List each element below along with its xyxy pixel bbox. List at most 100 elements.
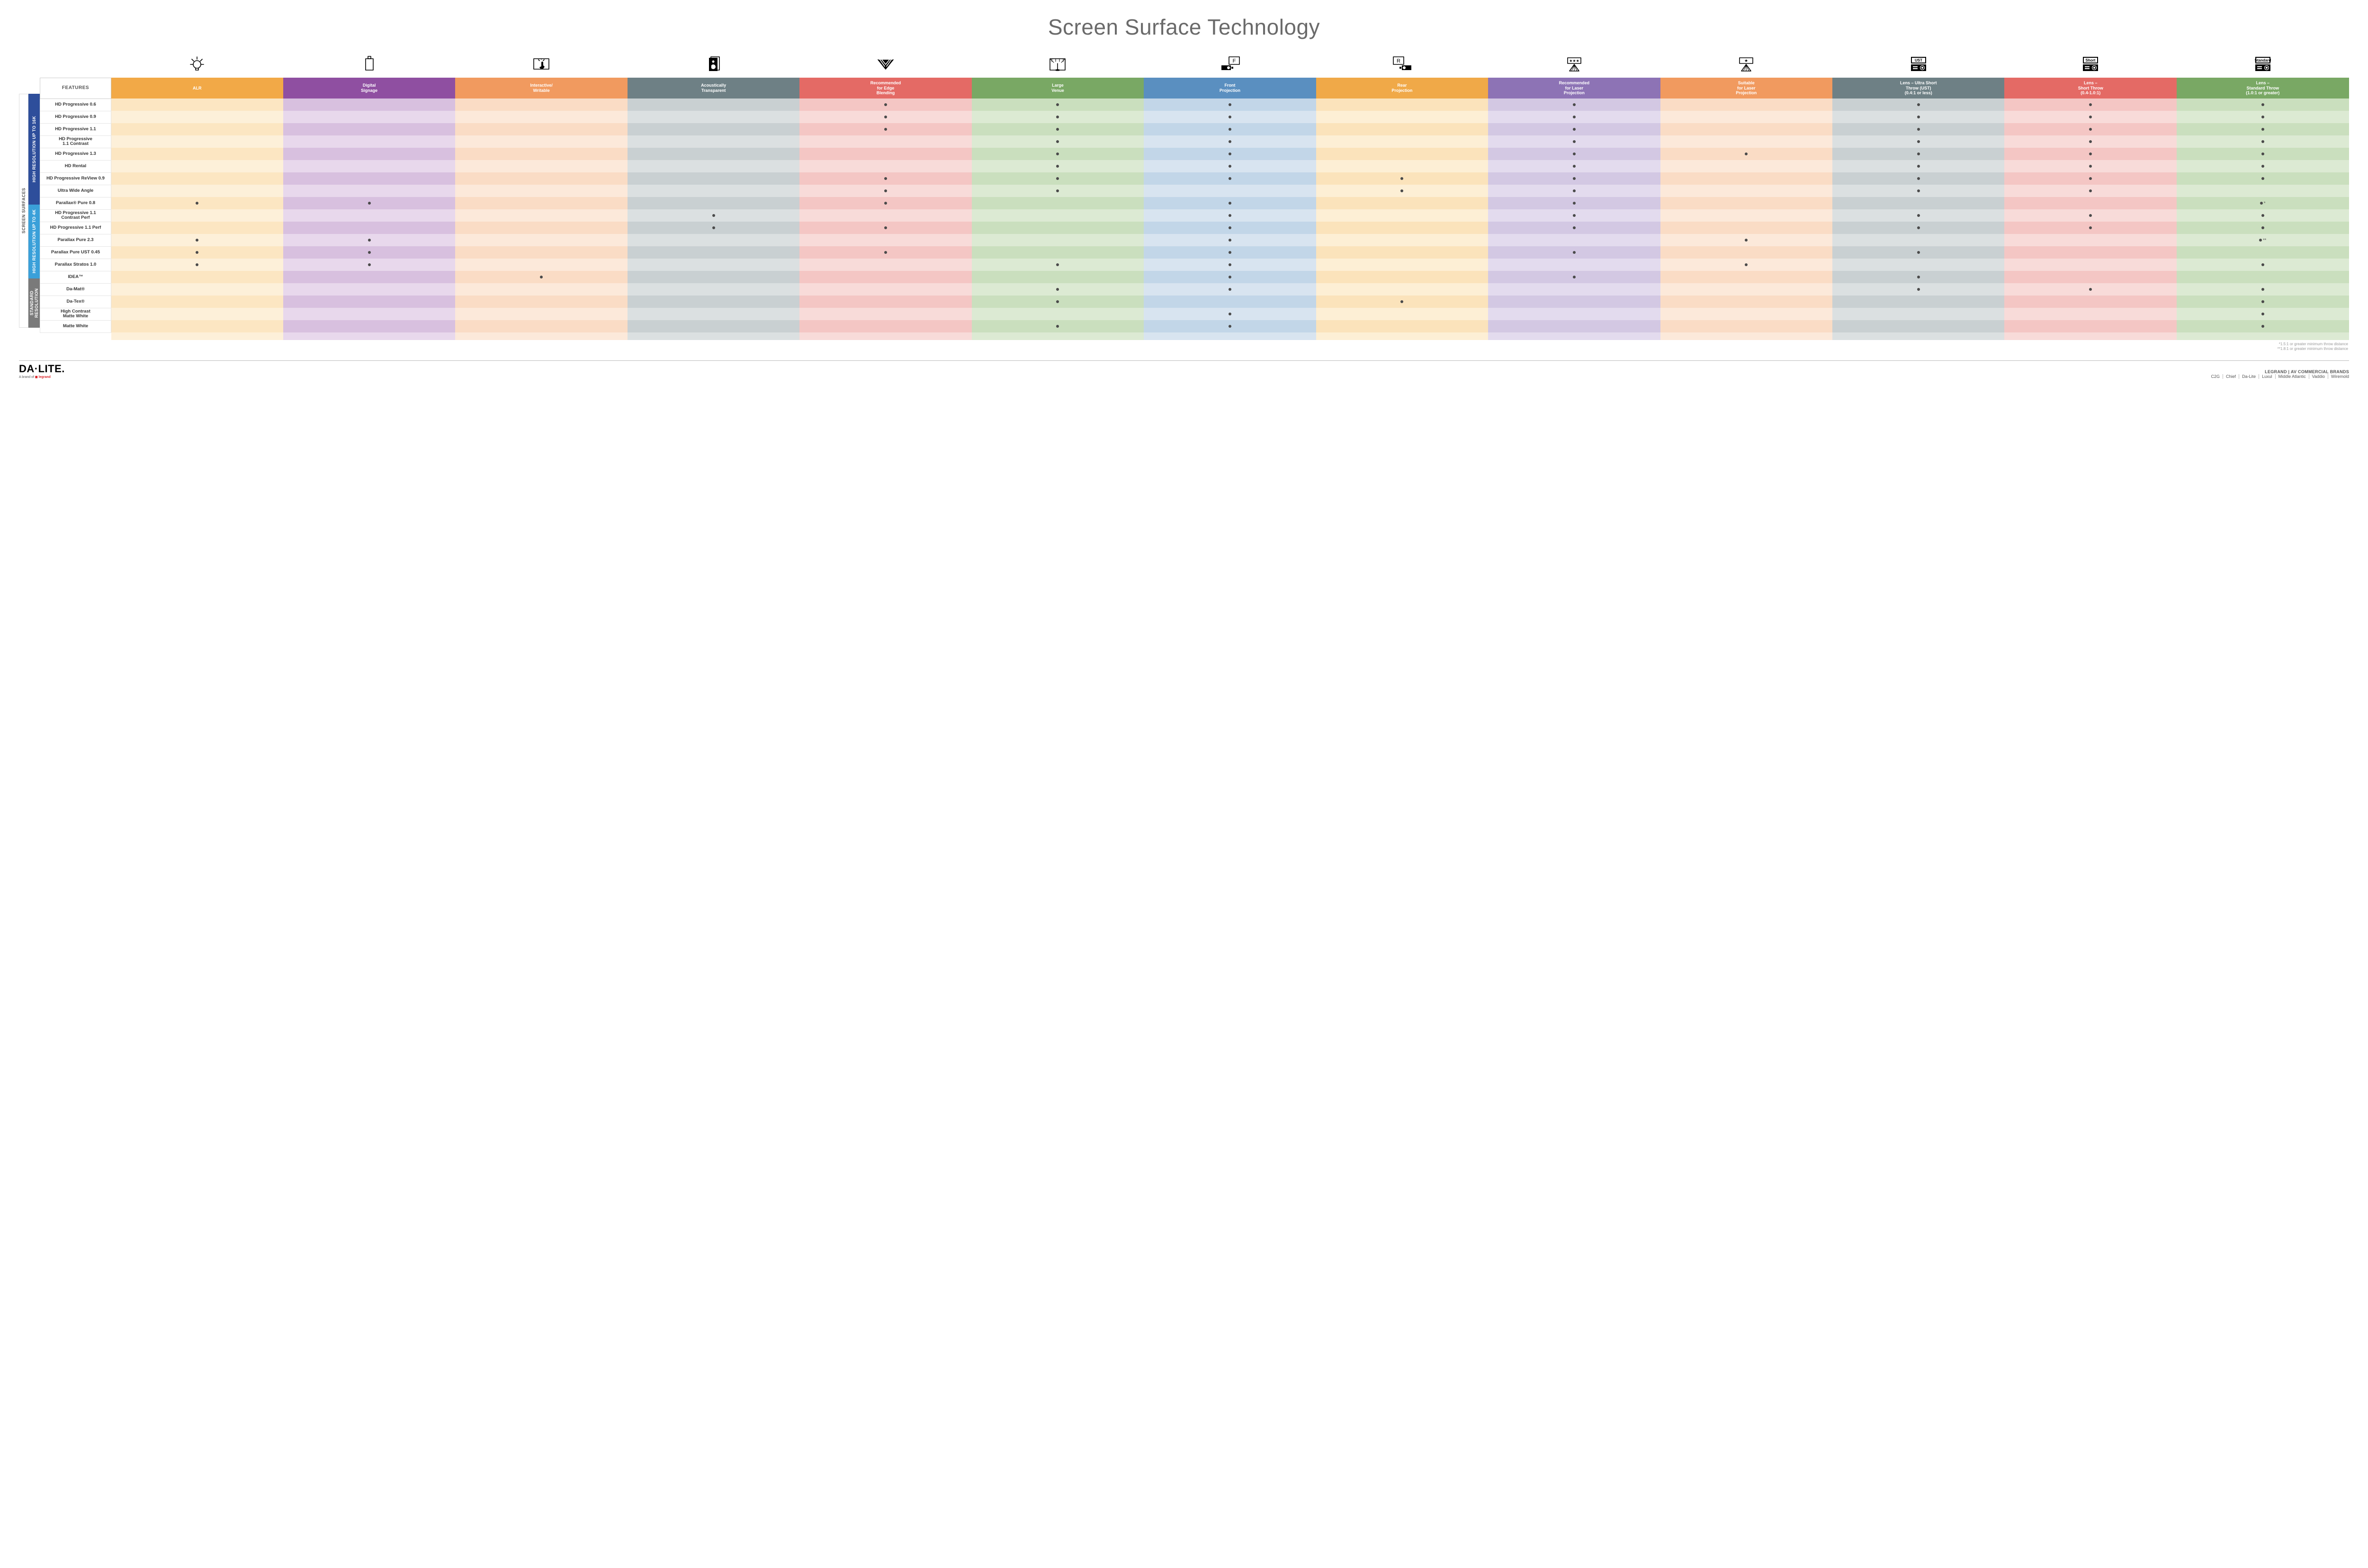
row-group-label: STANDARD RESOLUTION: [28, 278, 40, 328]
cell: [799, 283, 971, 296]
cell: [455, 320, 627, 332]
cell: [972, 99, 1144, 111]
cell: [1488, 209, 1660, 222]
rear-icon: R: [1316, 51, 1488, 78]
cell: [455, 271, 627, 283]
cell: [799, 271, 971, 283]
cell: [283, 197, 455, 209]
cell: [2004, 111, 2176, 123]
cell: [111, 197, 283, 209]
cell: [1488, 320, 1660, 332]
cell: [455, 135, 627, 148]
cell: [1316, 234, 1488, 246]
cell: [628, 259, 799, 271]
cell: [1144, 222, 1316, 234]
cell: [283, 296, 455, 308]
cell: [628, 234, 799, 246]
cell: [1832, 185, 2004, 197]
cell: [1316, 99, 1488, 111]
col-header-venue: LargeVenue: [972, 78, 1144, 99]
features-header: FEATURES: [40, 78, 111, 99]
cell: [1660, 172, 1832, 185]
row-group-label: HIGH RESOLUTION UP TO 16K: [28, 94, 40, 205]
col-header-rear: RearProjection: [1316, 78, 1488, 99]
cell: [2004, 172, 2176, 185]
cell: [628, 320, 799, 332]
cell: [283, 222, 455, 234]
row-label: HD Progressive1.1 Contrast: [40, 135, 111, 148]
cell: [283, 99, 455, 111]
cell: [1144, 197, 1316, 209]
table-row: Da-Mat®: [40, 283, 2349, 296]
cell: [1488, 246, 1660, 259]
cell: [799, 246, 971, 259]
cell: [1832, 197, 2004, 209]
row-group-label: HIGH RESOLUTION UP TO 4K: [28, 205, 40, 278]
cell: [283, 320, 455, 332]
cell: [283, 259, 455, 271]
cell: [111, 148, 283, 160]
cell: [455, 209, 627, 222]
cell: [2004, 209, 2176, 222]
cell: [2177, 296, 2349, 308]
cell: [1832, 99, 2004, 111]
alr-icon: [111, 51, 283, 78]
table-row: Matte White: [40, 320, 2349, 332]
svg-text:Standard: Standard: [2254, 58, 2271, 63]
cell: [1144, 308, 1316, 320]
cell: [2177, 222, 2349, 234]
cell: [455, 197, 627, 209]
cell: [1488, 234, 1660, 246]
brand-logo: DA·LITE. A brand of ◼ legrand: [19, 363, 65, 379]
row-label: IDEA™: [40, 271, 111, 283]
cell: [283, 148, 455, 160]
cell: [1488, 111, 1660, 123]
cell: [455, 283, 627, 296]
cell: [1488, 99, 1660, 111]
cell: [1488, 283, 1660, 296]
cell: [1832, 135, 2004, 148]
col-header-alr: ALR: [111, 78, 283, 99]
cell: [111, 135, 283, 148]
cell: [1660, 283, 1832, 296]
cell: [1660, 259, 1832, 271]
cell: [455, 99, 627, 111]
table-row: HD Progressive ReView 0.9: [40, 172, 2349, 185]
cell: [111, 209, 283, 222]
cell: [972, 111, 1144, 123]
cell: [1316, 259, 1488, 271]
table-row: Parallax Pure 2.3**: [40, 234, 2349, 246]
table-row: HD Progressive 1.1 Perf: [40, 222, 2349, 234]
cell: [799, 259, 971, 271]
cell: [1660, 271, 1832, 283]
cell: [1832, 320, 2004, 332]
cell: [628, 135, 799, 148]
cell: [1316, 111, 1488, 123]
cell: [111, 234, 283, 246]
cell: [1488, 271, 1660, 283]
cell: [1316, 222, 1488, 234]
cell: [1488, 259, 1660, 271]
row-label: HD Progressive 0.9: [40, 111, 111, 123]
cell: [1832, 123, 2004, 135]
cell: [972, 209, 1144, 222]
footer-brands: LEGRAND | AV COMMERCIAL BRANDS C2GChiefD…: [2208, 369, 2349, 379]
cell: [1832, 296, 2004, 308]
table-row: Parallax® Pure 0.8 *: [40, 197, 2349, 209]
cell: [1316, 172, 1488, 185]
cell: [2004, 296, 2176, 308]
page-title: Screen Surface Technology: [19, 14, 2349, 40]
svg-text:★★★: ★★★: [1569, 59, 1579, 63]
cell: [1660, 185, 1832, 197]
cell: [1488, 308, 1660, 320]
row-label: Parallax® Pure 0.8: [40, 197, 111, 209]
col-header-reclaser: Recommendedfor LaserProjection: [1488, 78, 1660, 99]
cell: *: [2177, 197, 2349, 209]
cell: [1488, 197, 1660, 209]
cell: [111, 246, 283, 259]
cell: [628, 271, 799, 283]
cell: [1488, 222, 1660, 234]
cell: [2177, 320, 2349, 332]
footnotes: *1.5:1 or greater minimum throw distance…: [19, 342, 2349, 352]
cell: [1144, 209, 1316, 222]
